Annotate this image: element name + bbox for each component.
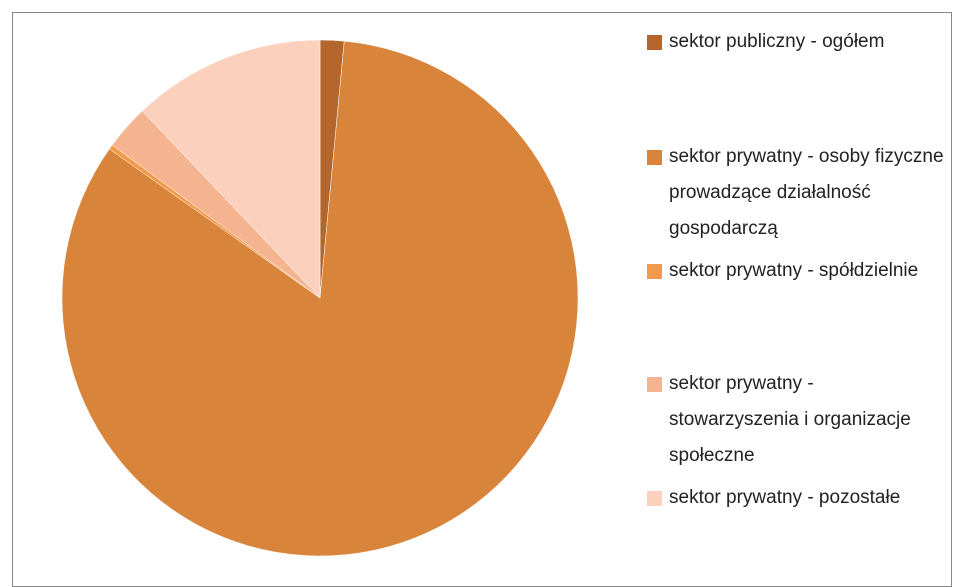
legend-label: sektor prywatny - pozostałe (669, 487, 901, 508)
pie-slice (61, 40, 579, 557)
legend-item: sektor prywatny - pozostałe (645, 480, 945, 516)
legend-swatch (647, 264, 662, 279)
legend-label: sektor prywatny - spółdzielnie (669, 260, 919, 281)
legend-item: sektor prywatny - osoby fizyczne prowadz… (645, 139, 945, 247)
legend-item: sektor publiczny - ogółem (645, 24, 945, 60)
legend-label: sektor publiczny - ogółem (669, 31, 885, 52)
legend-label: sektor prywatny - stowarzyszenia i organ… (669, 373, 911, 466)
legend-swatch (647, 377, 662, 392)
legend-swatch (647, 150, 662, 165)
legend-label: sektor prywatny - osoby fizyczne prowadz… (669, 146, 944, 239)
legend-swatch (647, 35, 662, 50)
pie-slice (141, 39, 321, 299)
legend-item: sektor prywatny - spółdzielnie (645, 253, 945, 289)
legend-item: sektor prywatny - stowarzyszenia i organ… (645, 366, 945, 474)
legend-swatch (647, 491, 662, 506)
